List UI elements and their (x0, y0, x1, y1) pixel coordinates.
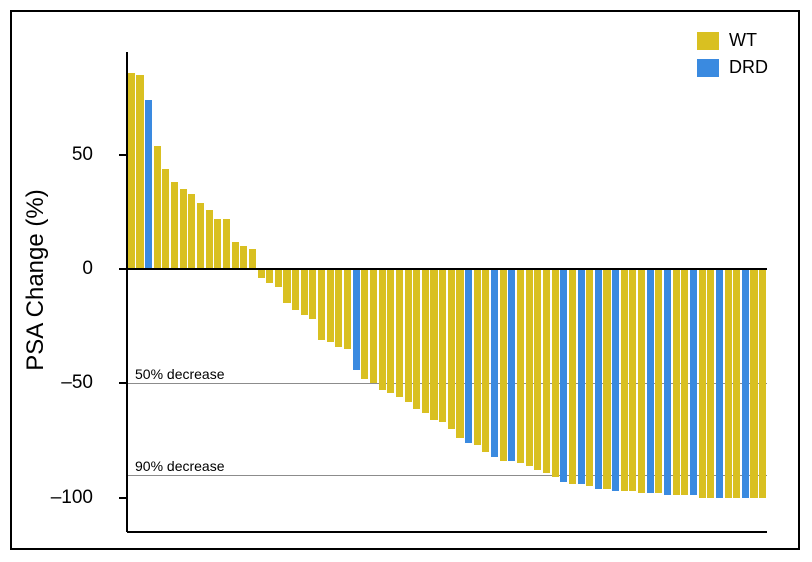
bar (422, 269, 429, 413)
legend-item-wt: WT (697, 30, 768, 51)
legend-item-drd: DRD (697, 57, 768, 78)
bar (621, 269, 628, 491)
bar (128, 73, 135, 270)
bar (759, 269, 766, 498)
bar (699, 269, 706, 498)
bar (318, 269, 325, 340)
bar (491, 269, 498, 456)
y-tick-label: –50 (33, 372, 93, 394)
bar (309, 269, 316, 319)
bar (353, 269, 360, 370)
bar (707, 269, 714, 498)
reference-line-label: 50% decrease (135, 366, 225, 382)
bar (361, 269, 368, 379)
y-axis-line (126, 52, 128, 532)
bar (335, 269, 342, 347)
bar (344, 269, 351, 349)
bar (197, 203, 204, 269)
bar (145, 100, 152, 269)
bar (482, 269, 489, 452)
bar (629, 269, 636, 491)
bar (595, 269, 602, 488)
bar (413, 269, 420, 408)
bar (292, 269, 299, 310)
bar (465, 269, 472, 443)
bar (188, 194, 195, 269)
y-tick-label: –100 (33, 487, 93, 509)
bar (750, 269, 757, 498)
bar (240, 246, 247, 269)
reference-line-label: 90% decrease (135, 458, 225, 474)
bar (612, 269, 619, 491)
bar (171, 182, 178, 269)
bar (387, 269, 394, 392)
bar (655, 269, 662, 493)
bar (578, 269, 585, 484)
bar (232, 242, 239, 269)
bar (647, 269, 654, 493)
bar (733, 269, 740, 498)
x-axis-bottom-line (127, 531, 767, 533)
bar (456, 269, 463, 438)
bar (223, 219, 230, 269)
bar (379, 269, 386, 390)
bar (162, 169, 169, 270)
y-tick-label: 50 (33, 144, 93, 166)
bar (275, 269, 282, 287)
bar (283, 269, 290, 303)
bar (439, 269, 446, 422)
legend-label-drd: DRD (729, 57, 768, 78)
bar (266, 269, 273, 283)
bar (517, 269, 524, 463)
y-tick-label: 0 (33, 258, 93, 280)
bar (526, 269, 533, 466)
zero-baseline (127, 268, 767, 270)
bar (552, 269, 559, 477)
legend-swatch-drd (697, 59, 719, 77)
legend-swatch-wt (697, 32, 719, 50)
bar (249, 249, 256, 270)
bar (603, 269, 610, 488)
bar (569, 269, 576, 484)
bar (301, 269, 308, 315)
legend-label-wt: WT (729, 30, 757, 51)
bar (586, 269, 593, 486)
bar (396, 269, 403, 397)
bar (430, 269, 437, 420)
bar (543, 269, 550, 472)
chart-frame: PSA Change (%) 50% decrease90% decrease … (10, 10, 800, 550)
bar (206, 210, 213, 269)
bar (136, 75, 143, 269)
bar (690, 269, 697, 495)
bar (154, 146, 161, 269)
bar (214, 219, 221, 269)
bar (448, 269, 455, 429)
bar (681, 269, 688, 495)
bar (638, 269, 645, 493)
bar (370, 269, 377, 383)
bar (500, 269, 507, 461)
bar (327, 269, 334, 342)
bar (405, 269, 412, 402)
plot-area: 50% decrease 90% decrease (127, 52, 767, 532)
bar (716, 269, 723, 498)
bar (664, 269, 671, 495)
bar (725, 269, 732, 498)
legend: WT DRD (697, 30, 768, 84)
bar (474, 269, 481, 445)
bar (673, 269, 680, 495)
bar (258, 269, 265, 278)
bar (508, 269, 515, 461)
bar (180, 189, 187, 269)
bar (534, 269, 541, 470)
bar (742, 269, 749, 498)
bar (560, 269, 567, 482)
